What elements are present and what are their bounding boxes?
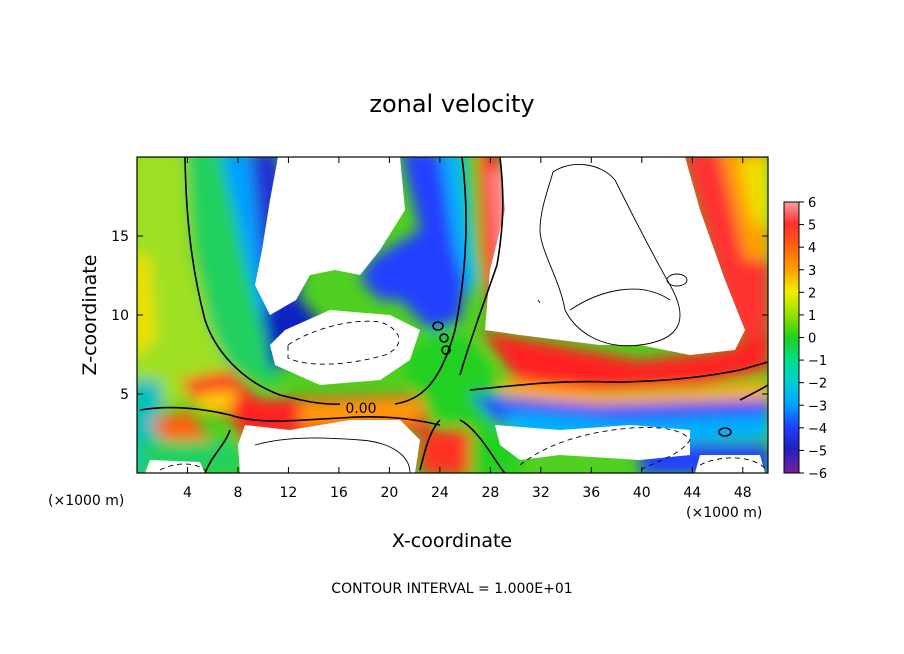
colorbar-tick-label: −2 — [808, 377, 827, 392]
x-tick-label: 8 — [233, 485, 242, 501]
colorbar-tick-label: 3 — [808, 264, 816, 279]
colorbar-tick-label: 6 — [808, 196, 816, 211]
x-tick-label: 4 — [183, 485, 192, 501]
y-axis-label: Z-coordinate — [79, 255, 101, 376]
x-tick-label: 36 — [582, 485, 600, 501]
y-tick-label: 15 — [111, 229, 129, 245]
chart-title: zonal velocity — [369, 90, 534, 118]
colorbar-tick-label: 1 — [808, 309, 816, 324]
x-unit-left: (×1000 m) — [48, 493, 124, 509]
colorbar-tick-label: 5 — [808, 219, 816, 234]
x-tick-label: 24 — [431, 485, 449, 501]
x-tick-label: 44 — [683, 485, 701, 501]
colorbar-tick-label: 4 — [808, 241, 816, 256]
x-tick-label: 48 — [734, 485, 752, 501]
colorbar — [783, 201, 800, 474]
contour-interval-note: CONTOUR INTERVAL = 1.000E+01 — [331, 581, 572, 597]
colorbar-tick-label: −3 — [808, 399, 827, 414]
colorbar-tick-label: −6 — [808, 467, 827, 482]
colorbar-tick-label: −5 — [808, 444, 827, 459]
colorbar-tick-label: −4 — [808, 422, 827, 437]
x-unit-right: (×1000 m) — [686, 505, 762, 521]
x-tick-label: 32 — [532, 485, 550, 501]
x-tick-label: 12 — [280, 485, 298, 501]
colorbar-ticks: 6 5 4 3 2 1 0 −1 −2 −3 −4 −5 −6 — [799, 196, 827, 482]
x-tick-label: 40 — [633, 485, 651, 501]
y-tick-label: 10 — [111, 308, 129, 324]
colorbar-tick-label: −1 — [808, 354, 827, 369]
x-axis-label: X-coordinate — [392, 530, 512, 552]
y-axis: 5 10 15 — [111, 229, 768, 403]
x-tick-label: 28 — [481, 485, 499, 501]
y-tick-label: 5 — [120, 387, 129, 403]
contour-label: 0.00 — [345, 401, 376, 417]
heatmap-field — [137, 157, 768, 473]
x-tick-label: 20 — [380, 485, 398, 501]
x-tick-label: 16 — [330, 485, 348, 501]
colorbar-tick-label: 2 — [808, 286, 816, 301]
colorbar-tick-label: 0 — [808, 332, 816, 347]
x-axis: 4 8 12 16 20 24 28 32 36 40 44 48 — [183, 157, 752, 501]
